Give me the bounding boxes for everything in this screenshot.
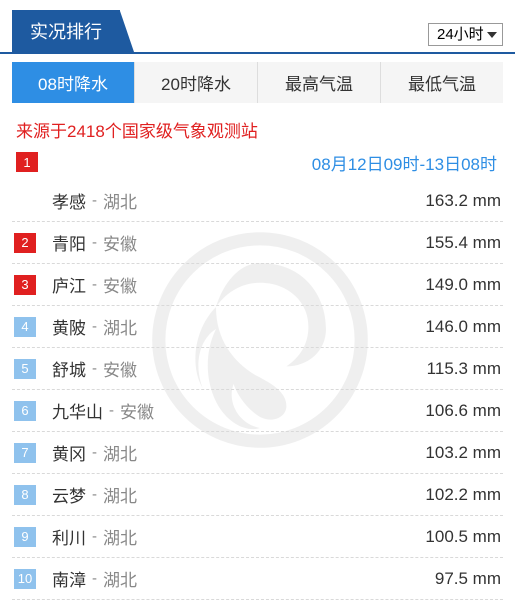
city-name: 云梦 — [52, 482, 86, 507]
date-range: 08月12日09时-13日08时 — [312, 150, 497, 175]
value: 100.5 mm — [425, 527, 501, 547]
city-name: 青阳 — [52, 230, 86, 255]
ranking-list: 孝感-湖北163.2 mm2青阳-安徽155.4 mm3庐江-安徽149.0 m… — [12, 180, 503, 600]
separator: - — [92, 360, 97, 377]
location: 南漳-湖北 — [52, 566, 435, 591]
ranking-row: 孝感-湖北163.2 mm — [12, 180, 503, 222]
province-name: 湖北 — [103, 188, 137, 213]
location: 九华山-安徽 — [52, 398, 425, 423]
value: 115.3 mm — [427, 359, 501, 379]
tab-3[interactable]: 最低气温 — [381, 62, 503, 103]
rank-badge: 9 — [14, 527, 36, 547]
province-name: 安徽 — [103, 230, 137, 255]
province-name: 湖北 — [103, 524, 137, 549]
rank-badge: 6 — [14, 401, 36, 421]
rank-badge: 10 — [14, 569, 36, 589]
location: 孝感-湖北 — [52, 188, 425, 213]
ranking-row: 2青阳-安徽155.4 mm — [12, 222, 503, 264]
header-row: 实况排行 24小时 — [0, 0, 515, 54]
province-name: 湖北 — [103, 440, 137, 465]
separator: - — [92, 276, 97, 293]
separator: - — [92, 234, 97, 251]
location: 黄冈-湖北 — [52, 440, 425, 465]
rank-badge: 7 — [14, 443, 36, 463]
separator: - — [92, 444, 97, 461]
separator: - — [109, 402, 114, 419]
tab-2[interactable]: 最高气温 — [258, 62, 381, 103]
date-range-row: 1 08月12日09时-13日08时 — [12, 150, 503, 176]
rank-badge: 2 — [14, 233, 36, 253]
ranking-row: 6九华山-安徽106.6 mm — [12, 390, 503, 432]
city-name: 黄冈 — [52, 440, 86, 465]
ranking-row: 7黄冈-湖北103.2 mm — [12, 432, 503, 474]
rank-badge: 5 — [14, 359, 36, 379]
location: 舒城-安徽 — [52, 356, 427, 381]
page-title: 实况排行 — [12, 10, 120, 52]
separator: - — [92, 486, 97, 503]
province-name: 安徽 — [103, 356, 137, 381]
ranking-row: 5舒城-安徽115.3 mm — [12, 348, 503, 390]
data-tabs: 08时降水20时降水最高气温最低气温 — [12, 62, 503, 103]
province-name: 安徽 — [103, 272, 137, 297]
location: 庐江-安徽 — [52, 272, 425, 297]
value: 103.2 mm — [425, 443, 501, 463]
location: 利川-湖北 — [52, 524, 425, 549]
ranking-row: 8云梦-湖北102.2 mm — [12, 474, 503, 516]
value: 97.5 mm — [435, 569, 501, 589]
city-name: 庐江 — [52, 272, 86, 297]
location: 黄陂-湖北 — [52, 314, 425, 339]
province-name: 安徽 — [120, 398, 154, 423]
value: 102.2 mm — [425, 485, 501, 505]
location: 云梦-湖北 — [52, 482, 425, 507]
province-name: 湖北 — [103, 566, 137, 591]
rank-badge: 3 — [14, 275, 36, 295]
value: 106.6 mm — [425, 401, 501, 421]
ranking-row: 4黄陂-湖北146.0 mm — [12, 306, 503, 348]
tab-1[interactable]: 20时降水 — [135, 62, 258, 103]
ranking-row: 3庐江-安徽149.0 mm — [12, 264, 503, 306]
city-name: 九华山 — [52, 398, 103, 423]
city-name: 利川 — [52, 524, 86, 549]
time-range-select[interactable]: 24小时 — [428, 23, 503, 46]
separator: - — [92, 570, 97, 587]
source-note: 来源于2418个国家级气象观测站 — [0, 103, 515, 150]
value: 163.2 mm — [425, 191, 501, 211]
separator: - — [92, 192, 97, 209]
city-name: 孝感 — [52, 188, 86, 213]
separator: - — [92, 318, 97, 335]
rank-badge-1: 1 — [16, 152, 38, 172]
ranking-row: 10南漳-湖北97.5 mm — [12, 558, 503, 600]
value: 149.0 mm — [425, 275, 501, 295]
ranking-row: 9利川-湖北100.5 mm — [12, 516, 503, 558]
city-name: 舒城 — [52, 356, 86, 381]
province-name: 湖北 — [103, 482, 137, 507]
rank-badge: 4 — [14, 317, 36, 337]
separator: - — [92, 528, 97, 545]
location: 青阳-安徽 — [52, 230, 425, 255]
rank-badge: 8 — [14, 485, 36, 505]
province-name: 湖北 — [103, 314, 137, 339]
tab-0[interactable]: 08时降水 — [12, 62, 135, 103]
value: 146.0 mm — [425, 317, 501, 337]
value: 155.4 mm — [425, 233, 501, 253]
city-name: 南漳 — [52, 566, 86, 591]
city-name: 黄陂 — [52, 314, 86, 339]
